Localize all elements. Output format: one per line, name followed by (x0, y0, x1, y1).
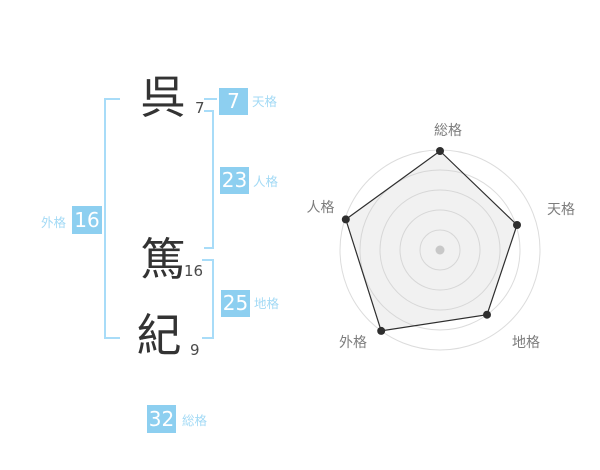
jinkaku-value-chip: 23 (220, 167, 249, 194)
tenkaku-connector-line (204, 98, 217, 100)
given-name-character-2-stroke-count: 9 (190, 341, 200, 359)
soukaku-value-chip: 32 (147, 405, 176, 433)
radar-vertex-dot (483, 310, 491, 319)
tenkaku-value-chip: 7 (219, 88, 248, 115)
radar-axis-label: 天格 (547, 202, 575, 218)
surname-character-stroke-count: 7 (195, 99, 205, 117)
gaikaku-label: 外格 (40, 215, 66, 230)
tenkaku-label: 天格 (252, 94, 278, 109)
radar-gridline-ring (359, 169, 521, 331)
jinkaku-label: 人格 (253, 174, 279, 189)
chikaku-bracket (202, 259, 214, 339)
radar-center-dot (435, 245, 445, 255)
radar-data-polygon (345, 150, 518, 332)
given-name-character-2: 紀 (136, 309, 182, 362)
gaikaku-value-chip: 16 (72, 206, 102, 234)
radar-gridline-ring (399, 209, 481, 291)
radar-axis-label: 総格 (434, 123, 462, 139)
radar-vertex-dot (436, 147, 444, 155)
given-name-character-1: 篤 (140, 233, 186, 286)
chikaku-label: 地格 (254, 296, 280, 311)
jinkaku-bracket (204, 110, 214, 249)
surname-character: 呉 (140, 71, 186, 124)
radar-axis-label: 地格 (512, 335, 540, 351)
gaikaku-bracket (104, 98, 120, 339)
radar-gridline-ring (419, 229, 461, 271)
radar-axis-label: 人格 (307, 200, 335, 216)
chikaku-value-chip: 25 (221, 290, 250, 317)
radar-gridline-ring (379, 189, 501, 311)
radar-axis-label: 外格 (339, 335, 367, 351)
soukaku-label: 総格 (182, 413, 208, 428)
radar-vertex-dot (341, 215, 350, 224)
given-name-character-1-stroke-count: 16 (184, 262, 204, 280)
radar-vertex-dot (377, 326, 386, 335)
radar-vertex-dot (513, 221, 521, 229)
